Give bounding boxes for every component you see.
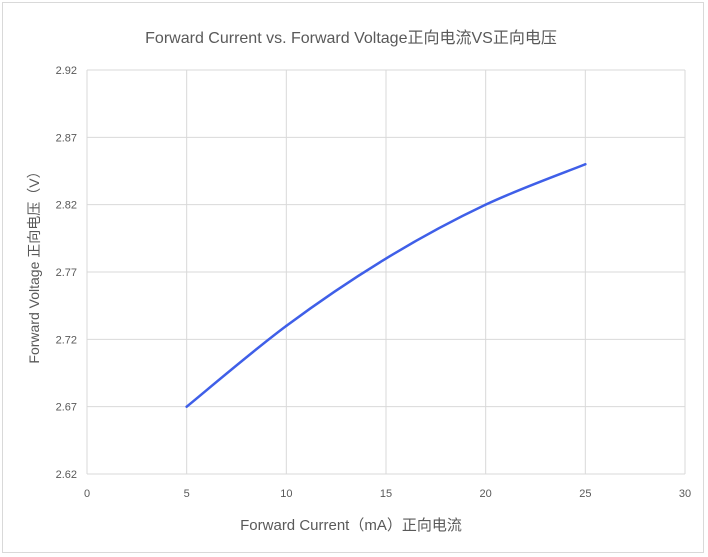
- y-tick-label: 2.77: [56, 267, 77, 279]
- x-tick-label: 20: [480, 488, 492, 500]
- data-point: [285, 324, 288, 328]
- y-tick-label: 2.82: [56, 200, 77, 212]
- data-point: [384, 257, 388, 260]
- x-tick-label: 5: [184, 488, 190, 500]
- x-tick-label: 25: [579, 488, 591, 500]
- y-tick-label: 2.72: [56, 334, 77, 346]
- x-tick-label: 10: [280, 488, 292, 500]
- y-tick-label: 2.87: [56, 132, 77, 144]
- x-tick-label: 0: [84, 488, 90, 500]
- x-tick-label: 30: [679, 488, 691, 500]
- x-axis-label: Forward Current（mA）正向电流: [240, 517, 462, 534]
- y-tick-label: 2.67: [56, 402, 77, 414]
- y-tick-label: 2.62: [56, 469, 77, 481]
- data-point: [484, 203, 487, 206]
- chart-title: Forward Current vs. Forward Voltage正向电流V…: [145, 30, 557, 47]
- data-point: [584, 163, 587, 166]
- y-tick-label: 2.92: [56, 65, 77, 77]
- x-tick-label: 15: [380, 488, 392, 500]
- data-point: [185, 405, 188, 408]
